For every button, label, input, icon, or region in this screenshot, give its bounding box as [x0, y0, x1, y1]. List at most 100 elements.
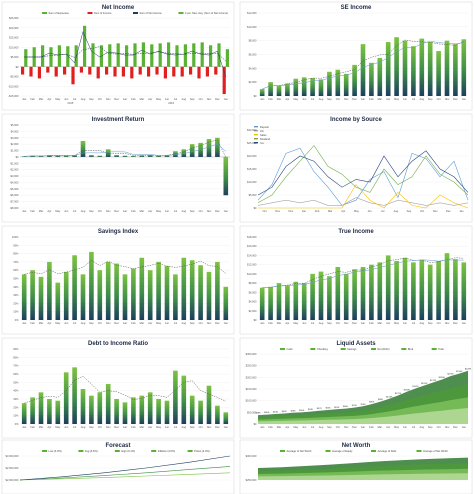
legend-swatch: [310, 348, 316, 350]
y-tick-label: 0%: [15, 422, 19, 426]
y-tick-label: $0: [254, 318, 257, 322]
x-tick-label: Jun: [165, 321, 170, 325]
bar: [122, 155, 128, 157]
x-tick-label: Dec: [352, 425, 357, 429]
x-tick-label: Dec: [114, 97, 119, 101]
bar: [139, 395, 145, 424]
x-tick-label: May: [55, 97, 61, 101]
x-tick-label: Sep: [327, 321, 332, 325]
chart-title: Forecast: [105, 443, 130, 449]
x-tick-label: Dec: [352, 321, 357, 325]
x-tick-label: Jul: [174, 209, 178, 213]
y-tick-label: 80%: [13, 355, 19, 359]
x-tick-label: May: [156, 425, 162, 429]
net-income-chart: Net Income Sum of Expenses Sum of Income Su…: [1, 1, 235, 111]
x-tick-label: May: [293, 321, 299, 325]
x-tick-label: Jan: [22, 97, 27, 101]
bar: [164, 400, 170, 424]
y-tick-label: $18,000: [247, 235, 257, 239]
y-tick-label: $20,000: [9, 26, 19, 30]
x-tick-label: Dec: [453, 321, 458, 325]
y-tick-label: $8,000: [249, 281, 257, 285]
x-tick-label: Jan: [123, 425, 128, 429]
x-tick-label: Jun: [64, 425, 69, 429]
x-tick-label: Aug: [419, 425, 424, 429]
expense-bar: [138, 66, 142, 75]
bar: [139, 155, 145, 157]
x-tick-label: Jul: [174, 321, 178, 325]
x-tick-label: Nov: [207, 97, 212, 101]
bar: [38, 392, 44, 424]
x-tick-label: Nov: [106, 209, 111, 213]
x-tick-label: Dec: [114, 321, 119, 325]
bar: [114, 263, 119, 320]
x-tick-label: Jan: [462, 97, 467, 101]
y-tick-label: $0: [254, 422, 257, 426]
x-tick-label: Apr: [285, 97, 289, 101]
legend-swatch: [254, 126, 258, 128]
legend-swatch: [340, 348, 346, 350]
x-tick-label: Oct: [263, 209, 267, 213]
data-label: $76K: [360, 404, 366, 406]
legend-label: Sum of Net Income: [140, 11, 163, 15]
bar: [55, 282, 61, 320]
y-tick-label: $0: [254, 206, 257, 210]
x-tick-label: May: [55, 425, 61, 429]
x-tick-label: Sep: [190, 425, 195, 429]
legend-swatch: [254, 138, 258, 140]
x-tick-label: Apr: [148, 209, 152, 213]
x-tick-label: Jan: [302, 209, 307, 213]
y-tick-label: $50,000: [247, 410, 257, 414]
x-tick-label: Jan: [224, 97, 229, 101]
area-band: [258, 473, 468, 480]
x-tick-label: Aug: [181, 425, 186, 429]
moving-average-line: [24, 375, 226, 404]
x-tick-label: Feb: [131, 209, 136, 213]
legend-label: Avg (6.6%): [85, 449, 98, 453]
expense-bar: [163, 66, 167, 79]
y-tick-label: -$8,000: [10, 206, 19, 210]
x-tick-label: Sep: [89, 321, 94, 325]
trend-line: [24, 143, 226, 157]
x-tick-label: Jun: [64, 97, 69, 101]
bar: [173, 274, 178, 320]
y-tick-label: $12,000: [247, 11, 257, 15]
x-tick-label: Aug: [181, 321, 186, 325]
x-tick-label: Apr: [386, 321, 390, 325]
x-tick-label: Feb: [30, 209, 35, 213]
year-label: 2016: [168, 101, 174, 105]
income-bar: [57, 45, 61, 67]
legend-swatch: [114, 450, 120, 452]
legend-label: Cash: [287, 347, 294, 351]
x-tick-label: Jun: [403, 425, 408, 429]
y-tick-label: $0: [16, 65, 19, 69]
y-tick-label: 50%: [13, 277, 19, 281]
y-tick-label: $0: [16, 155, 19, 159]
data-label: $53K: [308, 409, 314, 411]
bar: [360, 266, 366, 320]
data-label: $66K: [343, 406, 349, 408]
x-tick-label: Apr: [285, 321, 289, 325]
expense-bar: [121, 66, 125, 77]
data-label: $50K: [299, 410, 305, 412]
bar: [335, 69, 341, 96]
y-tick-label: -$6,000: [10, 193, 19, 197]
bar: [89, 395, 94, 424]
y-tick-label: $4,000: [249, 66, 257, 70]
bar: [72, 367, 77, 424]
chart-title: True Income: [338, 229, 374, 235]
y-tick-label: $30,000: [247, 128, 257, 132]
x-tick-label: Apr: [148, 425, 152, 429]
legend-swatch: [42, 450, 47, 452]
x-tick-label: Mar: [328, 209, 333, 213]
legend-swatch: [133, 12, 138, 14]
y-tick-label: -$10,000: [8, 84, 19, 88]
bar: [385, 255, 391, 320]
x-tick-label: Nov: [275, 209, 280, 213]
series-line: [19, 455, 231, 481]
data-label: $228K: [465, 368, 472, 370]
income-bar: [209, 45, 213, 67]
legend-label: Inflation (3.0%): [158, 449, 176, 453]
expense-bar: [214, 66, 218, 75]
x-tick-label: Feb: [369, 321, 374, 325]
